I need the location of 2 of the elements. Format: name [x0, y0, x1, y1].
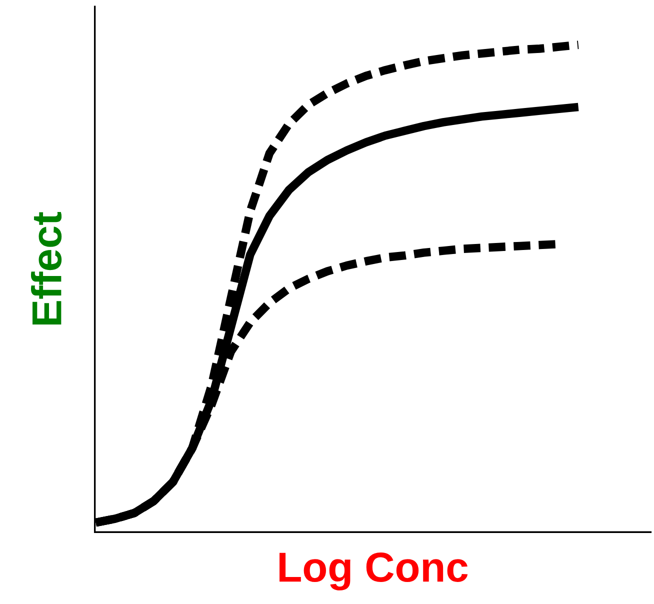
- x-axis-title: Log Conc: [280, 552, 468, 590]
- y-axis-title: Effect: [30, 212, 62, 324]
